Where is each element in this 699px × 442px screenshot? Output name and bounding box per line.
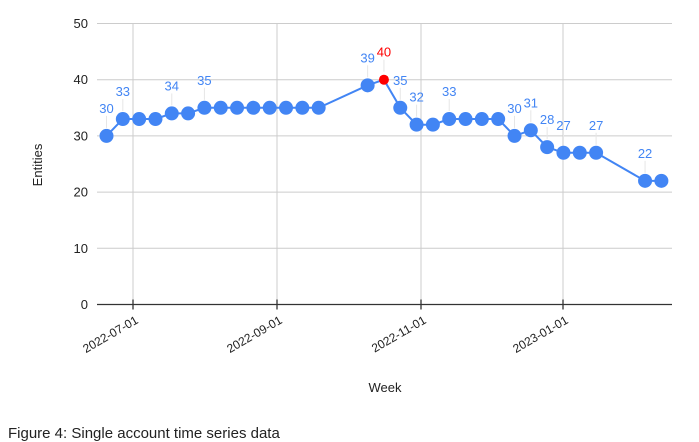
data-point[interactable] bbox=[638, 173, 653, 188]
data-label: 35 bbox=[393, 73, 407, 88]
x-tick-label: 2022-07-01 bbox=[80, 313, 140, 356]
data-point[interactable] bbox=[556, 145, 571, 160]
data-point[interactable] bbox=[442, 112, 457, 127]
data-point[interactable] bbox=[181, 106, 196, 121]
line-chart: 0 10 20 30 40 50 2022-07-01 2022-09-01 2022-11-… bbox=[30, 16, 672, 395]
data-label: 40 bbox=[377, 45, 391, 60]
y-tick-label: 40 bbox=[74, 72, 88, 87]
data-point[interactable] bbox=[393, 100, 408, 115]
data-label: 32 bbox=[409, 90, 423, 105]
data-label: 30 bbox=[507, 101, 521, 116]
data-point-highlight[interactable] bbox=[378, 74, 389, 85]
data-point[interactable] bbox=[425, 117, 440, 132]
data-point[interactable] bbox=[262, 100, 277, 115]
data-label: 27 bbox=[556, 118, 570, 133]
y-axis-ticks: 0 10 20 30 40 50 bbox=[74, 16, 88, 312]
x-axis-label: Week bbox=[369, 380, 402, 395]
x-tick-label: 2023-01-01 bbox=[510, 313, 570, 356]
data-point[interactable] bbox=[132, 112, 147, 127]
data-label: 34 bbox=[165, 78, 179, 93]
data-point[interactable] bbox=[99, 128, 114, 143]
data-point[interactable] bbox=[491, 112, 506, 127]
data-point[interactable] bbox=[213, 100, 228, 115]
y-tick-label: 10 bbox=[74, 241, 88, 256]
data-point[interactable] bbox=[474, 112, 489, 127]
data-label: 27 bbox=[589, 118, 603, 133]
data-point[interactable] bbox=[115, 112, 130, 127]
data-point[interactable] bbox=[507, 128, 522, 143]
data-point[interactable] bbox=[295, 100, 310, 115]
data-label: 30 bbox=[99, 101, 113, 116]
data-label: 22 bbox=[638, 146, 652, 161]
data-point[interactable] bbox=[197, 100, 212, 115]
x-axis-ticks: 2022-07-01 2022-09-01 2022-11-01 2023-01-01 bbox=[80, 299, 672, 356]
data-point[interactable] bbox=[311, 100, 326, 115]
data-point[interactable] bbox=[279, 100, 294, 115]
data-label: 28 bbox=[540, 112, 554, 127]
data-point[interactable] bbox=[523, 123, 538, 138]
y-tick-label: 50 bbox=[74, 16, 88, 31]
data-point[interactable] bbox=[409, 117, 424, 132]
data-point[interactable] bbox=[148, 112, 163, 127]
data-label: 35 bbox=[197, 73, 211, 88]
series-line bbox=[105, 78, 662, 182]
data-label: 33 bbox=[442, 84, 456, 99]
data-point[interactable] bbox=[540, 140, 555, 155]
data-point[interactable] bbox=[164, 106, 179, 121]
data-point[interactable] bbox=[572, 145, 587, 160]
data-label: 33 bbox=[116, 84, 130, 99]
figure-caption: Figure 4: Single account time series dat… bbox=[8, 425, 280, 442]
data-point[interactable] bbox=[654, 173, 669, 188]
data-point[interactable] bbox=[360, 78, 375, 93]
y-tick-label: 0 bbox=[81, 297, 88, 312]
data-label: 31 bbox=[524, 95, 538, 110]
x-tick-label: 2022-09-01 bbox=[224, 313, 284, 356]
y-tick-label: 30 bbox=[74, 128, 88, 143]
y-tick-label: 20 bbox=[74, 185, 88, 200]
data-label: 39 bbox=[360, 50, 374, 65]
data-point[interactable] bbox=[246, 100, 261, 115]
data-point[interactable] bbox=[458, 112, 473, 127]
x-tick-label: 2022-11-01 bbox=[369, 313, 429, 356]
data-point[interactable] bbox=[230, 100, 245, 115]
y-axis-label: Entities bbox=[30, 143, 45, 186]
gridlines bbox=[97, 23, 672, 305]
data-point[interactable] bbox=[589, 145, 604, 160]
